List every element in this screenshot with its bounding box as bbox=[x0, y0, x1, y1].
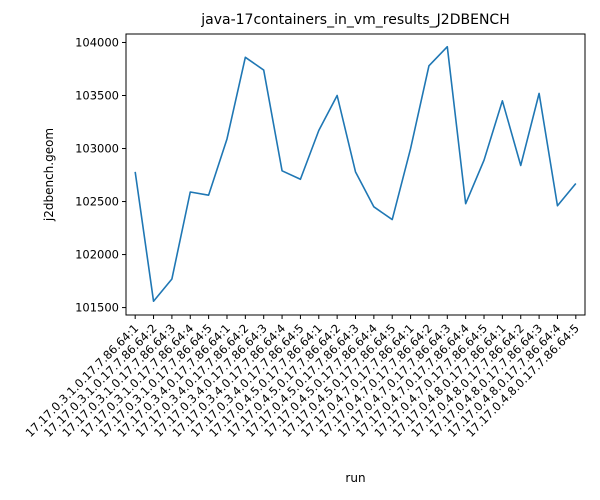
y-tick-label: 102000 bbox=[75, 248, 119, 262]
y-tick-label: 101500 bbox=[75, 301, 119, 315]
series-line-0 bbox=[134, 45, 577, 303]
plot-area bbox=[125, 33, 586, 316]
chart-title: java-17containers_in_vm_results_J2DBENCH bbox=[200, 12, 509, 28]
y-axis: 101500 102000 102500 103000 103500 104000 bbox=[75, 35, 126, 315]
y-axis-label: j2dbench.geom bbox=[42, 128, 56, 222]
y-tick-label: 103500 bbox=[75, 89, 119, 103]
x-axis-label: run bbox=[345, 471, 365, 485]
y-tick-label: 102500 bbox=[75, 195, 119, 209]
x-axis: 17.17.0.3.1.0.17.7.86.64:117.17.0.3.1.0.… bbox=[23, 315, 582, 440]
y-tick-label: 104000 bbox=[75, 35, 119, 49]
y-tick-label: 103000 bbox=[75, 142, 119, 156]
series-layer bbox=[134, 45, 577, 303]
